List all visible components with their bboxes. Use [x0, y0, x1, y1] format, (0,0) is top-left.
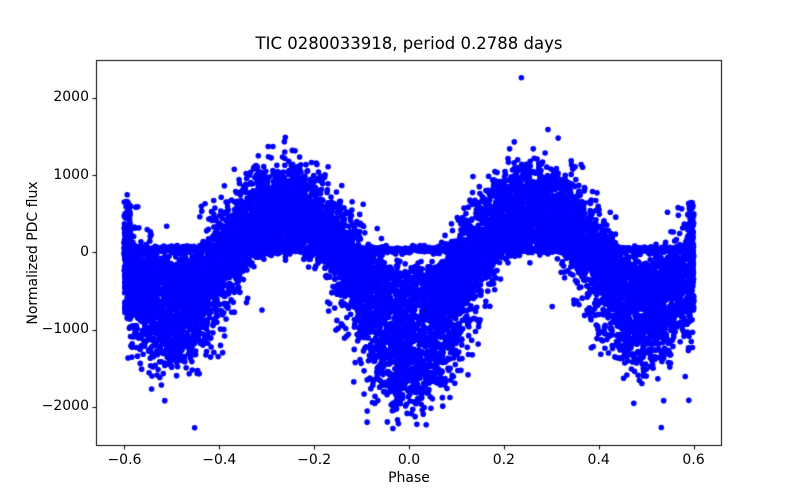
- y-tick-label: 1000: [53, 166, 89, 183]
- x-tick-label: −0.6: [107, 451, 142, 468]
- x-axis-label: Phase: [388, 470, 430, 486]
- y-tick-label: −2000: [41, 398, 89, 415]
- y-tick-label: 0: [80, 243, 89, 260]
- x-tick-label: −0.2: [297, 451, 332, 468]
- x-tick-label: −0.4: [202, 451, 237, 468]
- x-tick-label: 0.4: [587, 451, 610, 468]
- y-tick-label: −1000: [41, 321, 89, 338]
- y-tick-label: 2000: [53, 89, 89, 106]
- chart-title: TIC 0280033918, period 0.2788 days: [255, 34, 563, 53]
- x-tick-label: 0.2: [492, 451, 515, 468]
- x-tick-label: 0.0: [397, 451, 421, 468]
- x-tick-label: 0.6: [682, 451, 705, 468]
